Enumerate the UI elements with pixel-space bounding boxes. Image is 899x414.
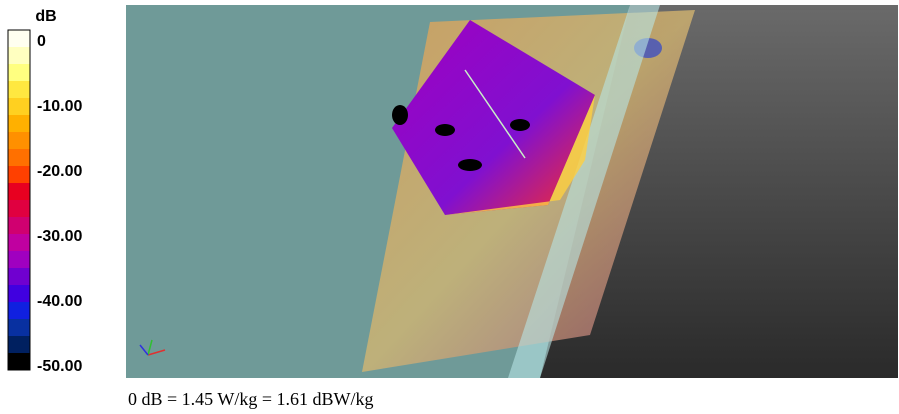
- color-swatch: [8, 336, 30, 354]
- color-swatch: [8, 319, 30, 337]
- color-swatch: [8, 98, 30, 116]
- color-swatch: [8, 81, 30, 99]
- axes-icon: [139, 339, 166, 356]
- color-swatch: [8, 285, 30, 303]
- section-plane: [508, 5, 660, 378]
- color-swatch: [8, 115, 30, 133]
- colorbar-frame: [7, 29, 31, 371]
- caption: 0 dB = 1.45 W/kg = 1.61 dBW/kg: [128, 389, 373, 409]
- colorbar-label: -40.00: [37, 293, 82, 310]
- color-swatch: [8, 64, 30, 82]
- colorbar-label: -20.00: [37, 163, 82, 180]
- colorbar-unit: dB: [35, 8, 56, 25]
- color-swatch: [8, 30, 30, 48]
- color-swatch: [8, 149, 30, 167]
- color-swatch: [8, 183, 30, 201]
- spot: [510, 119, 530, 131]
- color-swatch: [8, 217, 30, 235]
- zoom-scan: [392, 20, 595, 215]
- color-swatch: [8, 353, 30, 371]
- color-swatch: [8, 200, 30, 218]
- viewport: [126, 5, 898, 378]
- color-swatch: [8, 234, 30, 252]
- color-swatch: [8, 132, 30, 150]
- color-swatch: [8, 47, 30, 65]
- color-swatch: [8, 302, 30, 320]
- spot: [392, 105, 408, 125]
- colorbar-label: -10.00: [37, 98, 82, 115]
- colorbar-label: 0: [37, 33, 46, 50]
- zoom-scan-side: [445, 95, 595, 215]
- spot: [435, 124, 455, 136]
- colorbar-label: -30.00: [37, 228, 82, 245]
- color-swatch: [8, 166, 30, 184]
- color-swatch: [8, 251, 30, 269]
- colorbar: 0 -10.00 -20.00 -30.00 -40.00 -50.00: [7, 29, 82, 375]
- spot: [458, 159, 482, 171]
- colorbar-label: -50.00: [37, 358, 82, 375]
- color-swatch: [8, 268, 30, 286]
- probe-path: [464, 69, 526, 159]
